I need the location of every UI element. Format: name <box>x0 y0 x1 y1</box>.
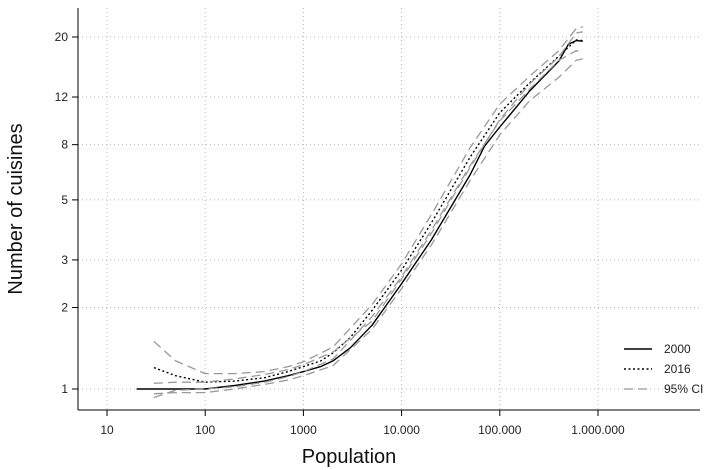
y-tick-label: 12 <box>55 90 69 104</box>
series-line-95-ci <box>153 31 583 384</box>
series-line-95-ci <box>153 58 583 395</box>
x-tick-label: 10.000 <box>383 423 420 437</box>
grid-lines <box>78 8 700 410</box>
y-tick-label: 2 <box>61 301 68 315</box>
series-group <box>136 26 583 399</box>
y-tick-label: 8 <box>61 138 68 152</box>
legend-label: 95% CI <box>664 382 703 396</box>
x-tick-label: 10 <box>100 423 114 437</box>
legend: 2000 2016 95% CI <box>624 342 703 396</box>
x-tick-label: 1.000.000 <box>571 423 625 437</box>
y-tick-label: 1 <box>61 382 68 396</box>
legend-label: 2000 <box>664 342 691 356</box>
series-line-2016 <box>153 39 583 383</box>
x-tick-label: 1000 <box>290 423 317 437</box>
series-line-95-ci <box>153 50 583 399</box>
y-axis-title: Number of cuisines <box>5 123 27 294</box>
y-tick-label: 20 <box>55 30 69 44</box>
y-tick-label: 3 <box>61 253 68 267</box>
series-line-2000 <box>136 39 583 390</box>
x-tick-label: 100 <box>195 423 215 437</box>
y-tick-label: 5 <box>61 193 68 207</box>
x-axis-title: Population <box>302 446 397 468</box>
x-tick-label: 100.000 <box>478 423 522 437</box>
legend-label: 2016 <box>664 362 691 376</box>
